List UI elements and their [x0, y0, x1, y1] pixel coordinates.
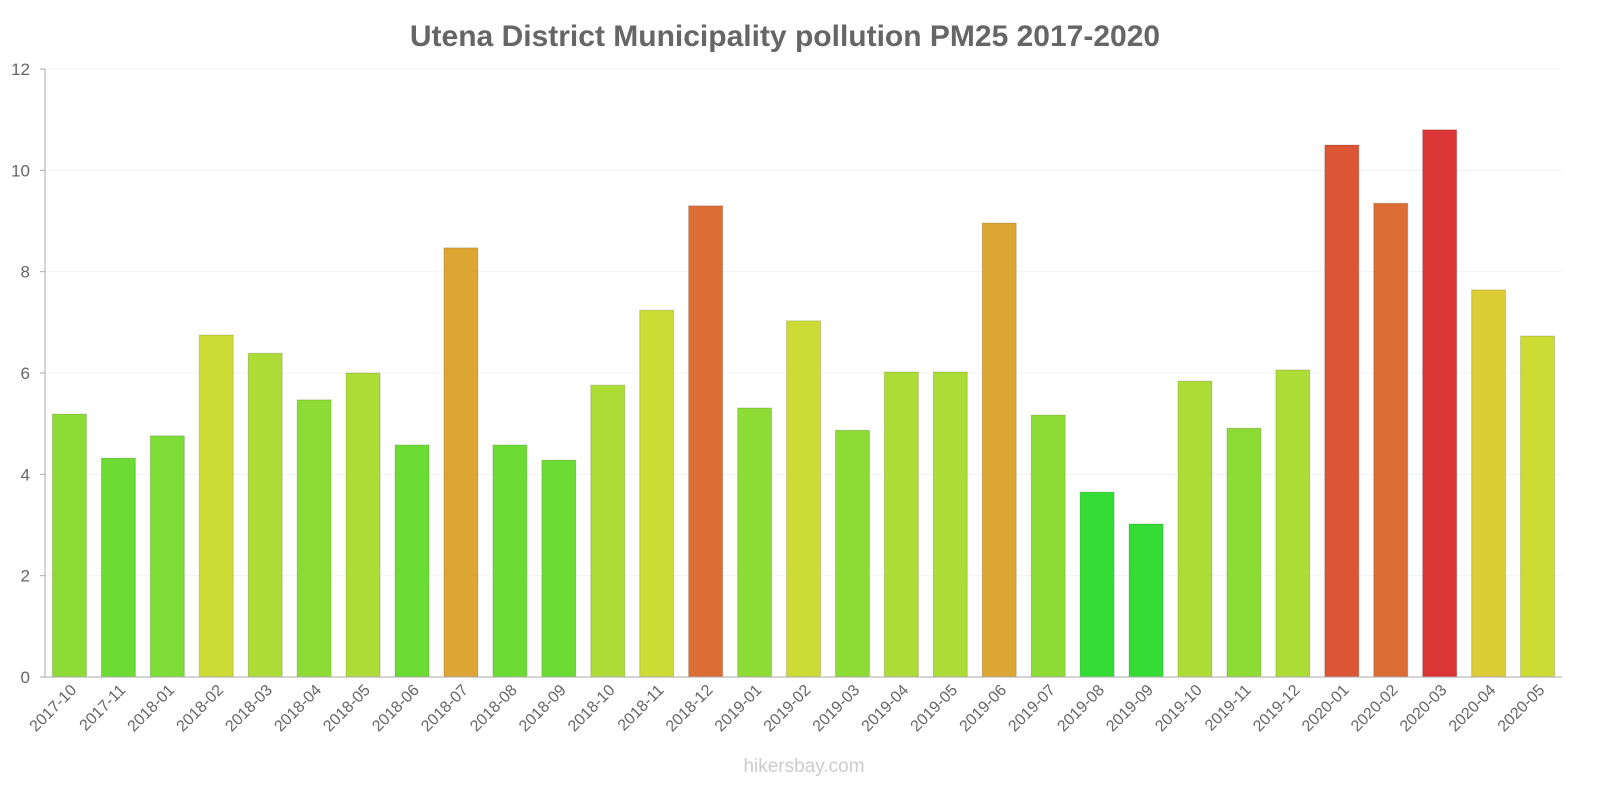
- bar-2018-06: [394, 444, 430, 678]
- bar-2019-07: [1030, 414, 1066, 678]
- x-tick-label: 2020-05: [1495, 682, 1549, 736]
- bar-2020-01: [1324, 144, 1360, 678]
- bar-2019-05: [932, 371, 968, 678]
- x-tick-label: 2019-03: [810, 682, 864, 736]
- y-tick-label: 4: [21, 465, 30, 484]
- bar-2018-07: [443, 247, 479, 678]
- x-tick-label: 2020-04: [1446, 682, 1500, 736]
- bar-2018-09: [541, 459, 577, 678]
- x-tick-label: 2018-07: [418, 682, 472, 736]
- chart-title: Utena District Municipality pollution PM…: [410, 20, 1160, 53]
- bar-2020-05: [1520, 335, 1556, 678]
- x-tick-label: 2020-02: [1348, 682, 1402, 736]
- x-tick-label: 2019-08: [1054, 682, 1108, 736]
- x-tick-label: 2019-02: [761, 682, 815, 736]
- bar-2018-12: [688, 205, 724, 678]
- bar-2019-04: [883, 371, 919, 678]
- bar-2018-03: [247, 352, 283, 678]
- y-tick-label: 8: [21, 263, 30, 282]
- x-tick-label: 2019-04: [859, 682, 913, 736]
- y-tick-label: 10: [11, 161, 30, 180]
- bar-2017-10: [51, 413, 87, 678]
- bar-2019-02: [786, 320, 821, 678]
- x-tick-label: 2018-02: [174, 682, 228, 736]
- x-tick-label: 2018-05: [320, 682, 374, 736]
- x-tick-label: 2017-10: [27, 682, 81, 736]
- x-tick-label: 2018-09: [516, 682, 570, 736]
- bar-2018-01: [149, 435, 185, 678]
- x-tick-label: 2019-05: [908, 682, 962, 736]
- x-tick-label: 2018-12: [663, 682, 717, 736]
- x-tick-label: 2019-01: [712, 682, 766, 736]
- bar-2019-06: [981, 222, 1017, 678]
- x-tick-label: 2019-07: [1005, 682, 1059, 736]
- x-tick-label: 2019-11: [1202, 682, 1255, 735]
- y-tick-label: 6: [21, 364, 30, 383]
- bar-2018-05: [345, 372, 381, 678]
- x-tick-label: 2019-12: [1250, 682, 1304, 736]
- x-tick-label: 2018-04: [271, 682, 325, 736]
- x-tick-label: 2018-11: [615, 682, 668, 735]
- bar-2018-11: [639, 309, 675, 678]
- x-tick-label: 2018-06: [369, 682, 423, 736]
- bar-2020-04: [1471, 289, 1507, 678]
- y-tick-label: 12: [11, 60, 30, 79]
- bar-2019-12: [1275, 369, 1311, 678]
- bar-2019-01: [737, 407, 773, 678]
- bar-2020-02: [1373, 202, 1409, 678]
- bar-2019-09: [1128, 523, 1164, 678]
- x-tick-label: 2018-03: [222, 682, 276, 736]
- bar-2019-11: [1226, 427, 1262, 678]
- x-tick-label: 2018-10: [565, 682, 619, 736]
- x-tick-label: 2019-09: [1103, 682, 1157, 736]
- y-tick-label: 2: [21, 567, 30, 586]
- bar-2019-08: [1079, 491, 1115, 678]
- x-tick-label: 2018-08: [467, 682, 521, 736]
- bar-2018-04: [296, 399, 332, 678]
- y-tick-label: 0: [21, 668, 30, 687]
- bar-2020-03: [1422, 129, 1458, 678]
- bar-2018-10: [590, 384, 626, 678]
- x-tick-label: 2017-11: [77, 682, 130, 735]
- x-tick-label: 2019-10: [1152, 682, 1206, 736]
- x-tick-label: 2019-06: [957, 682, 1011, 736]
- x-tick-label: 2020-01: [1299, 682, 1353, 736]
- x-tick-label: 2018-01: [125, 682, 179, 736]
- bar-2017-11: [100, 457, 136, 678]
- x-tick-label: 2020-03: [1397, 682, 1451, 736]
- bar-2019-10: [1177, 380, 1213, 678]
- bar-2019-03: [834, 429, 870, 678]
- credit-watermark: hikersbay.com: [743, 756, 864, 777]
- bar-2018-08: [492, 444, 528, 678]
- bar-2018-02: [198, 334, 234, 678]
